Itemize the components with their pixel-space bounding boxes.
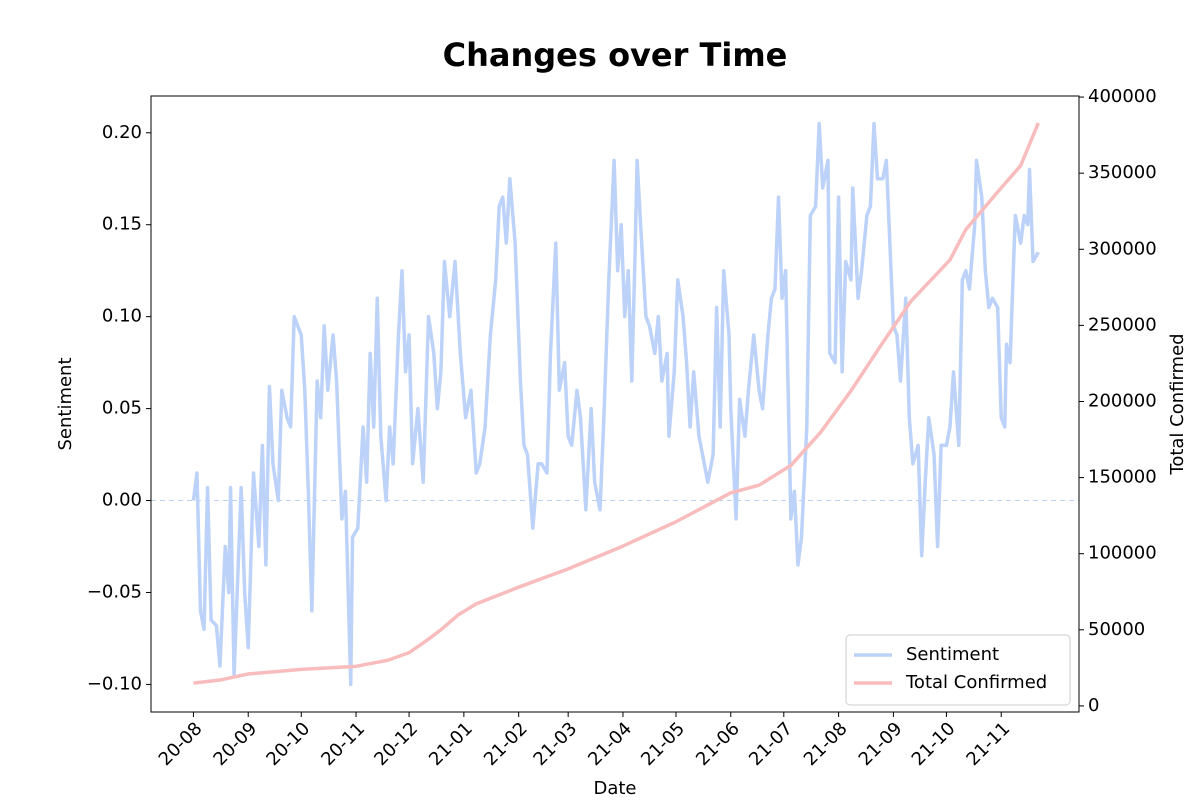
y-tick-label: 0.20 <box>102 122 142 143</box>
y-tick-label: −0.05 <box>87 581 142 602</box>
x-tick-label: 20-09 <box>209 718 261 770</box>
x-tick-label: 20-11 <box>317 718 369 770</box>
x-tick-label: 21-03 <box>529 718 581 770</box>
x-tick-label: 21-07 <box>745 718 797 770</box>
x-tick-label: 21-05 <box>637 718 689 770</box>
x-axis-label: Date <box>593 778 636 799</box>
legend-box <box>845 634 1071 706</box>
y-tick-label: 0.10 <box>102 306 142 327</box>
x-tick-label: 20-12 <box>370 718 422 770</box>
chart-title: Changes over Time <box>443 36 788 74</box>
y-tick-label: 0.15 <box>102 214 142 235</box>
x-tick-label: 21-08 <box>800 718 852 770</box>
plot-frame <box>150 95 1080 713</box>
x-tick-label: 21-04 <box>584 718 636 770</box>
legend: Sentiment Total Confirmed <box>845 634 1071 706</box>
y-tick-label: 0.00 <box>102 490 142 511</box>
y2-tick-label: 350000 <box>1088 162 1157 183</box>
y2-tick-label: 300000 <box>1088 238 1157 259</box>
x-tick-label: 20-10 <box>262 718 314 770</box>
y2-tick-label: 200000 <box>1088 390 1157 411</box>
data-line <box>193 122 1040 685</box>
y2-tick-label: 150000 <box>1088 467 1157 488</box>
x-tick-label: 21-11 <box>962 718 1014 770</box>
x-tick-label: 20-08 <box>155 718 207 770</box>
x-tick-label: 21-02 <box>480 718 532 770</box>
y2-tick-label: 100000 <box>1088 543 1157 564</box>
y-axis-label: Sentiment <box>55 357 76 450</box>
y2-tick-label: 0 <box>1088 695 1099 716</box>
y2-axis-label: Total Confirmed <box>1167 333 1188 475</box>
plot-area <box>151 121 1079 687</box>
legend-label: Sentiment <box>906 644 999 665</box>
x-tick-label: 21-06 <box>692 718 744 770</box>
data-line <box>191 121 1040 687</box>
y2-tick-label: 50000 <box>1088 619 1145 640</box>
y-tick-label: 0.05 <box>102 398 142 419</box>
x-tick-label: 21-01 <box>425 718 477 770</box>
legend-label: Total Confirmed <box>905 672 1047 693</box>
x-tick-label: 21-09 <box>855 718 907 770</box>
y-tick-label: −0.10 <box>87 673 142 694</box>
y2-tick-label: 250000 <box>1088 314 1157 335</box>
x-tick-label: 21-10 <box>908 718 960 770</box>
y2-tick-label: 400000 <box>1088 86 1157 107</box>
